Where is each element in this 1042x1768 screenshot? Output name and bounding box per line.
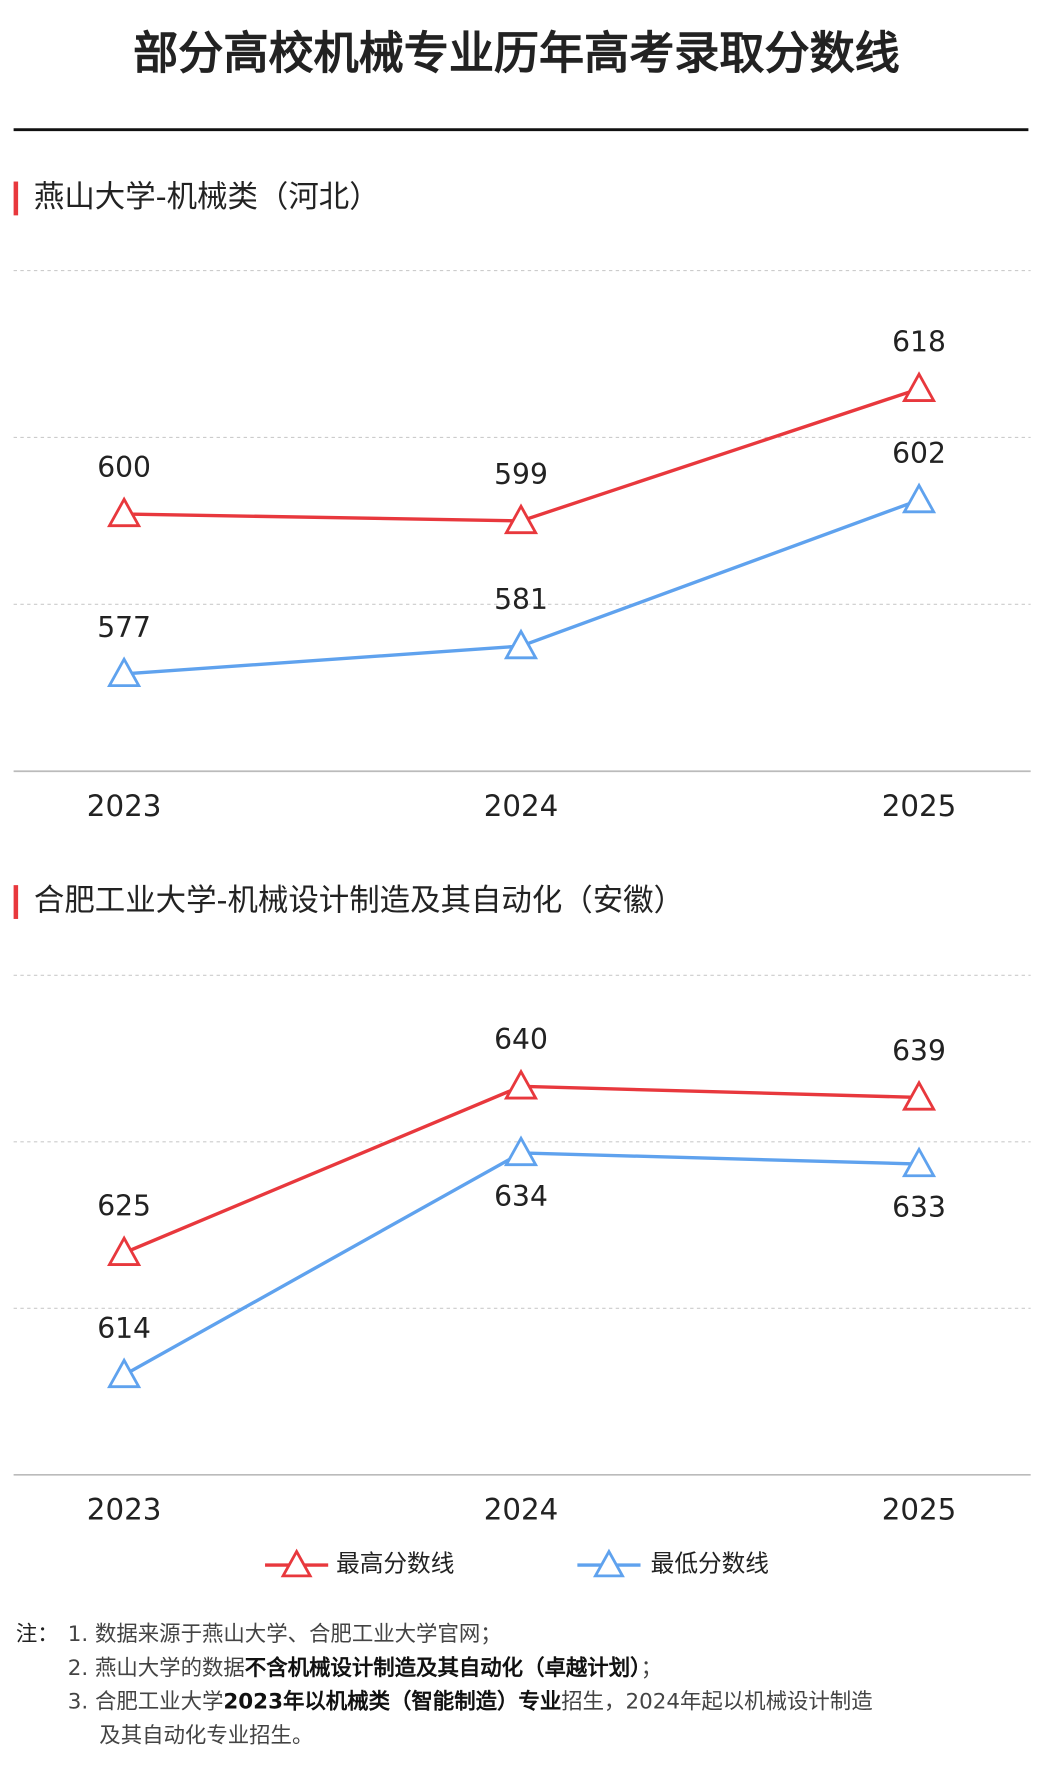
- note-text: 2023年以机械类（智能制造）专业: [223, 1689, 561, 1715]
- note-text: 1. 数据来源于燕山大学、合肥工业大学官网；: [68, 1622, 502, 1647]
- note-line: 3. 合肥工业大学2023年以机械类（智能制造）专业招生，2024年起以机械设计…: [68, 1689, 873, 1715]
- data-label: 602: [892, 437, 946, 470]
- x-tick-label: 2024: [484, 789, 559, 823]
- note-text: 及其自动化专业招生。: [99, 1723, 313, 1748]
- marker: [107, 656, 142, 688]
- marker: [503, 1135, 539, 1167]
- section-marker: [13, 885, 19, 919]
- page-title: 部分高校机械专业历年高考录取分数线: [133, 26, 900, 79]
- note-line: 2. 燕山大学的数据不含机械设计制造及其自动化（卓越计划）；: [68, 1655, 663, 1681]
- data-label: 639: [892, 1034, 946, 1067]
- marker: [901, 482, 937, 514]
- marker: [901, 1079, 937, 1111]
- note-text: ；: [641, 1656, 662, 1681]
- marker: [107, 496, 142, 528]
- note-line: 1. 数据来源于燕山大学、合肥工业大学官网；: [68, 1622, 502, 1647]
- legend-marker: [593, 1548, 625, 1578]
- marker: [107, 1235, 142, 1266]
- chart-title: 合肥工业大学-机械设计制造及其自动化（安徽）: [34, 884, 684, 919]
- data-label: 634: [494, 1180, 548, 1213]
- data-label: 614: [97, 1312, 151, 1345]
- data-label: 633: [892, 1191, 946, 1224]
- note-text: 3. 合肥工业大学: [68, 1690, 224, 1715]
- note-text: 2. 燕山大学的数据: [68, 1656, 245, 1681]
- data-label: 600: [97, 451, 151, 484]
- marker: [901, 371, 937, 402]
- marker: [503, 1068, 539, 1100]
- legend-label: 最高分数线: [336, 1550, 454, 1578]
- data-label: 577: [97, 611, 151, 644]
- notes-label: 注：: [16, 1622, 59, 1647]
- legend-label: 最低分数线: [651, 1550, 769, 1578]
- x-tick-label: 2023: [87, 789, 162, 823]
- note-line: 及其自动化专业招生。: [99, 1723, 313, 1748]
- data-label: 640: [494, 1023, 548, 1056]
- marker: [901, 1146, 937, 1178]
- section-marker: [13, 181, 19, 216]
- marker: [107, 1357, 142, 1389]
- x-tick-label: 2025: [882, 789, 957, 823]
- x-tick-label: 2023: [87, 1492, 162, 1526]
- legend-marker: [280, 1548, 313, 1578]
- chart-title: 燕山大学-机械类（河北）: [34, 180, 380, 215]
- x-tick-label: 2025: [882, 1492, 957, 1526]
- note-text: 不含机械设计制造及其自动化（卓越计划）: [245, 1655, 641, 1681]
- marker: [503, 628, 539, 660]
- data-label: 581: [494, 583, 548, 616]
- marker: [503, 503, 539, 535]
- data-label: 599: [494, 458, 548, 491]
- x-tick-label: 2024: [484, 1492, 559, 1526]
- note-text: 招生，2024年起以机械设计制造: [561, 1690, 872, 1715]
- data-label: 618: [892, 326, 946, 359]
- data-label: 625: [97, 1190, 151, 1223]
